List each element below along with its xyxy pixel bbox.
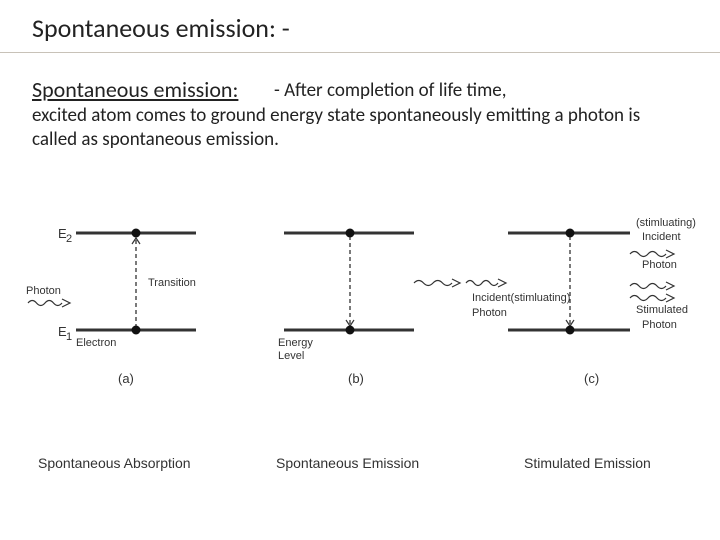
svg-text:Spontaneous Emission: Spontaneous Emission [276, 455, 419, 471]
svg-text:Electron: Electron [76, 337, 116, 349]
section-subtitle: Spontaneous emission: [32, 76, 238, 103]
svg-text:(b): (b) [348, 371, 364, 386]
svg-text:Level: Level [278, 350, 304, 362]
svg-text:Photon: Photon [472, 307, 507, 319]
svg-text:1: 1 [66, 331, 72, 343]
svg-text:(a): (a) [118, 371, 134, 386]
svg-text:Photon: Photon [26, 285, 61, 297]
svg-text:(stimluating): (stimluating) [636, 217, 696, 229]
emission-diagram: E2E1PhotonElectronTransition(a)Spontaneo… [18, 168, 702, 488]
page-title: Spontaneous emission: - [32, 12, 290, 44]
svg-text:2: 2 [66, 233, 72, 245]
svg-text:Spontaneous Absorption: Spontaneous Absorption [38, 455, 191, 471]
svg-text:Stimulated: Stimulated [636, 304, 688, 316]
svg-text:Photon: Photon [642, 319, 677, 331]
svg-text:Incident(stimluating): Incident(stimluating) [472, 292, 570, 304]
section-subtitle-cont: - After completion of life time, [274, 79, 507, 102]
svg-text:Stimulated Emission: Stimulated Emission [524, 455, 651, 471]
svg-text:Incident: Incident [642, 231, 681, 243]
svg-text:Photon: Photon [642, 259, 677, 271]
svg-text:(c): (c) [584, 371, 599, 386]
svg-text:Transition: Transition [148, 277, 196, 289]
svg-text:Energy: Energy [278, 337, 313, 349]
divider [0, 52, 720, 53]
body-text: excited atom comes to ground energy stat… [32, 104, 672, 152]
